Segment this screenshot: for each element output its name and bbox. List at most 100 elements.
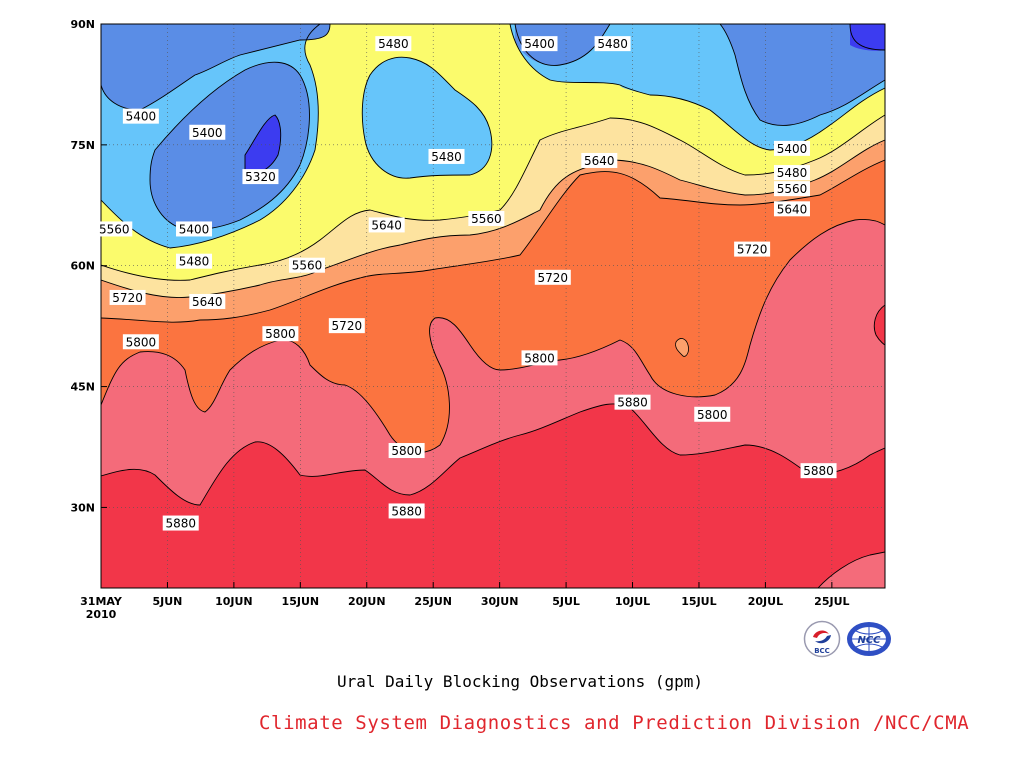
contour-label-bg: [773, 140, 810, 156]
contour-label-text: 5480: [597, 37, 628, 51]
bcc-logo-text: BCC: [814, 647, 830, 655]
x-tick-label: 5JUN: [152, 595, 182, 608]
contour-label-text: 5560: [471, 212, 502, 226]
y-tick-label: 45N: [70, 381, 95, 394]
contour-label-bg: [521, 350, 558, 366]
contour-label: 5640: [581, 152, 618, 168]
contour-label-bg: [288, 257, 325, 273]
contour-label-text: 5640: [584, 154, 615, 168]
contour-label: 5560: [96, 221, 133, 237]
contour-label-text: 5560: [99, 222, 130, 236]
contour-label-bg: [773, 181, 810, 197]
contour-label: 5400: [773, 140, 810, 156]
contour-label: 5400: [122, 108, 159, 124]
contour-label: 5640: [368, 217, 405, 233]
contour-label-bg: [122, 108, 159, 124]
contour-label-bg: [800, 463, 837, 479]
contour-label-text: 5800: [126, 335, 157, 349]
contour-label: 5400: [176, 221, 213, 237]
band-above-5880: [101, 403, 885, 588]
x-tick-label: 5JUL: [552, 595, 580, 608]
contour-label-text: 5400: [126, 110, 157, 124]
x-tick-label: 31MAY: [80, 595, 123, 608]
contour-label-text: 5720: [737, 243, 768, 257]
contour-label-text: 5800: [391, 444, 422, 458]
contour-label-text: 5320: [245, 170, 276, 184]
contour-label: 5320: [242, 169, 279, 185]
contour-label-text: 5880: [165, 517, 196, 531]
band-5320-5400: [101, 24, 885, 230]
contour-label-text: 5400: [524, 37, 555, 51]
contour-label: 5800: [122, 334, 159, 350]
contour-chart: 31MAY 5JUN 10JUN 15JUN 20JUN 25JUN 30JUN 5JUL 10…: [70, 18, 886, 621]
contour-label-bg: [388, 503, 425, 519]
contour-label-bg: [176, 221, 213, 237]
contour-label-bg: [581, 152, 618, 168]
contour-label-bg: [614, 394, 651, 410]
contour-label-bg: [773, 165, 810, 181]
contour-label: 5560: [773, 181, 810, 197]
contour-fills: [101, 24, 885, 588]
contour-label: 5480: [176, 253, 213, 269]
contour-label-bg: [388, 443, 425, 459]
x-tick-label: 10JUN: [215, 595, 253, 608]
contour-label-text: 5480: [378, 37, 409, 51]
band-5640-5720-cell: [675, 338, 689, 357]
contour-label-bg: [176, 253, 213, 269]
contour-label-bg: [521, 36, 558, 52]
contour-lines: [101, 24, 885, 588]
contour-label-text: 5400: [192, 126, 223, 140]
contour-label-bg: [594, 36, 631, 52]
contour-label: 5400: [521, 36, 558, 52]
contour-label-text: 5400: [179, 222, 210, 236]
contour-label: 5480: [773, 165, 810, 181]
contour-label: 5640: [773, 201, 810, 217]
credit-line: Climate System Diagnostics and Predictio…: [259, 712, 970, 734]
x-year-label: 2010: [86, 608, 117, 621]
contour-label-bg: [468, 210, 505, 226]
x-tick-label: 15JUN: [282, 595, 320, 608]
chart-title: Ural Daily Blocking Observations (gpm): [336, 672, 704, 691]
contour-label: 5640: [189, 293, 226, 309]
contour-label: 5480: [428, 148, 465, 164]
contour-label-bg: [262, 326, 299, 342]
x-tick-label: 25JUN: [414, 595, 452, 608]
contour-label: 5800: [694, 406, 731, 422]
contour-label: 5720: [534, 269, 571, 285]
contour-label: 5880: [388, 503, 425, 519]
contour-label-bg: [242, 169, 279, 185]
contour-label: 5560: [468, 210, 505, 226]
contour-label: 5400: [189, 124, 226, 140]
x-tick-label: 15JUL: [681, 595, 716, 608]
axes: 31MAY 5JUN 10JUN 15JUN 20JUN 25JUN 30JUN 5JUL 10…: [70, 18, 849, 621]
contour-label: 5880: [800, 463, 837, 479]
contour-label: 5720: [734, 241, 771, 257]
contour-labels: 5400 5400 5320 5400 5480 5400 5480 5480 5400 5560…: [96, 36, 837, 531]
band-5800-5880-se: [818, 552, 885, 588]
contour-label-bg: [375, 36, 412, 52]
contour-label-bg: [734, 241, 771, 257]
contour-label-bg: [189, 124, 226, 140]
x-tick-label: 10JUL: [615, 595, 650, 608]
contour-label-bg: [162, 515, 199, 531]
contour-label-text: 5640: [192, 295, 223, 309]
ncc-logo-icon: NCC: [847, 622, 891, 656]
contour-label-text: 5800: [524, 351, 555, 365]
contour-label: 5720: [328, 318, 365, 334]
contour-label: 5480: [375, 36, 412, 52]
contour-label-text: 5800: [697, 408, 728, 422]
contour-label-bg: [328, 318, 365, 334]
grid-lines: [101, 24, 885, 588]
plot-frame: [100, 23, 886, 589]
contour-label-bg: [96, 221, 133, 237]
contour-label-text: 5880: [391, 504, 422, 518]
contour-label: 5720: [109, 289, 146, 305]
contour-label-text: 5720: [332, 319, 363, 333]
contour-label-text: 5480: [777, 166, 808, 180]
contour-label-text: 5480: [431, 150, 462, 164]
contour-label-text: 5720: [112, 291, 143, 305]
contour-label-bg: [189, 293, 226, 309]
contour-label-text: 5880: [617, 396, 648, 410]
contour-label-text: 5720: [538, 271, 569, 285]
contour-label: 5880: [614, 394, 651, 410]
